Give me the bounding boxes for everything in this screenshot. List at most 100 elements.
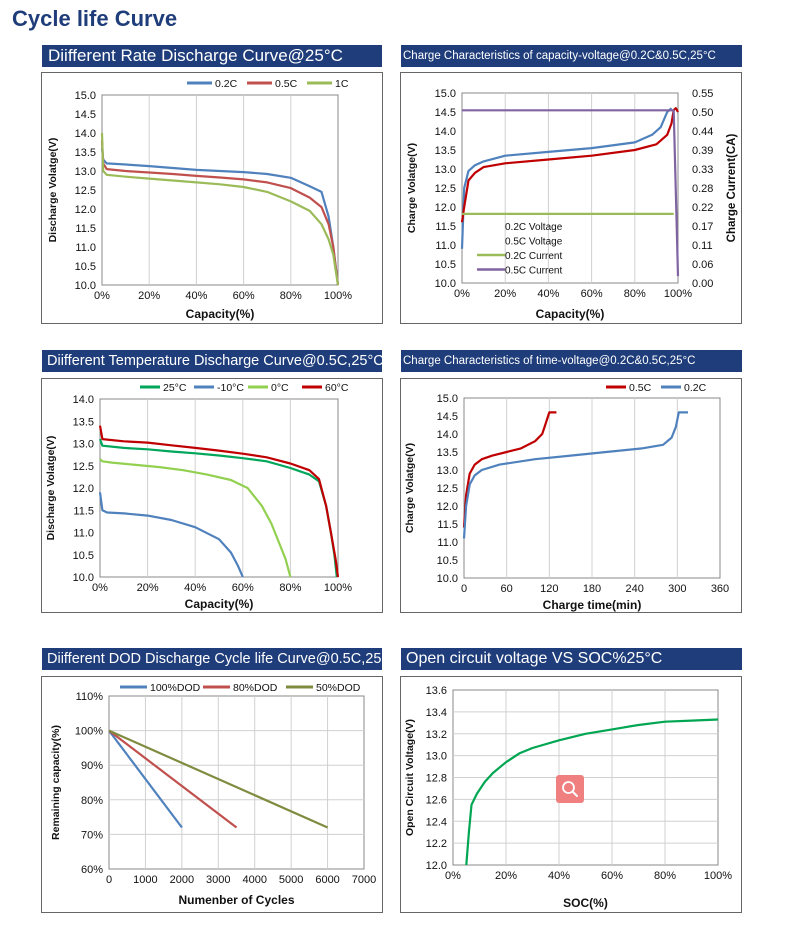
series-line-50-dod bbox=[108, 729, 329, 829]
banner-ocv-soc: Open circuit voltage VS SOC%25°C bbox=[401, 648, 742, 670]
page-title: Cycle life Curve bbox=[12, 6, 178, 31]
y-tick-label: 15.0 bbox=[435, 88, 456, 100]
search-icon bbox=[562, 781, 578, 797]
x-tick-label: 300 bbox=[668, 583, 686, 595]
y-tick-label: 14.0 bbox=[435, 126, 456, 138]
y-tick-label: 15.0 bbox=[437, 393, 458, 405]
chart-rate-discharge: 0% 20% 40% 60% 80% 100% 10.0 10.5 11.0 11.5 12.0 12… bbox=[47, 78, 352, 321]
x-tick-label: 180 bbox=[583, 583, 601, 595]
x-tick-label: 60% bbox=[233, 290, 255, 302]
x-axis-label: SOC(%) bbox=[563, 896, 608, 910]
legend-label: 0.2C bbox=[684, 382, 707, 394]
y-tick-label: 14.0 bbox=[73, 394, 94, 406]
chart-title: Open circuit voltage VS SOC%25°C bbox=[406, 650, 663, 667]
series-line-0-c bbox=[99, 458, 292, 578]
x-tick-label: 0% bbox=[445, 870, 461, 882]
x-axis-label: Capacity(%) bbox=[536, 307, 605, 321]
plot-area bbox=[461, 92, 679, 284]
y-axis-label: Open Circuit Voltage(V) bbox=[404, 719, 416, 836]
chart-temperature-discharge: 0% 20% 40% 60% 80% 100% 10.0 10.5 11.0 11.5 12.0 12… bbox=[45, 382, 352, 611]
chart-title: Diifferent Temperature Discharge Curve@0… bbox=[47, 353, 382, 369]
x-tick-label: 6000 bbox=[315, 874, 339, 886]
chart-title: Diifferent Rate Discharge Curve@25°C bbox=[48, 46, 343, 65]
zoom-button[interactable] bbox=[556, 775, 584, 803]
x-tick-label: 60% bbox=[581, 288, 603, 300]
y-tick-label: 14.5 bbox=[437, 411, 458, 423]
x-tick-label: 4000 bbox=[242, 874, 266, 886]
chart-title: Charge Characteristics of capacity-volta… bbox=[403, 50, 716, 62]
chart-capacity-voltage: 0% 20% 40% 60% 80% 100% 10.0 10.5 11.0 11.5 12.0 12… bbox=[406, 88, 738, 321]
y-tick-label: 10.0 bbox=[73, 572, 94, 584]
plot-area bbox=[108, 695, 365, 870]
y-right-tick-label: 0.55 bbox=[692, 88, 713, 100]
x-tick-label: 0 bbox=[461, 583, 467, 595]
legend-label: 0.2C Voltage bbox=[505, 222, 563, 233]
y-axis-label: Discharge Volatge(V) bbox=[47, 138, 59, 243]
legend-label: 0°C bbox=[271, 382, 289, 394]
y-tick-label: 13.5 bbox=[435, 145, 456, 157]
y-tick-label: 13.6 bbox=[426, 685, 447, 697]
y-tick-label: 13.0 bbox=[437, 465, 458, 477]
y-tick-label: 11.0 bbox=[435, 240, 456, 252]
x-tick-label: 60% bbox=[232, 582, 254, 594]
x-tick-label: 7000 bbox=[352, 874, 376, 886]
legend-label: 80%DOD bbox=[233, 682, 278, 694]
y-tick-label: 12.0 bbox=[73, 483, 94, 495]
series-line-0-5c bbox=[100, 140, 340, 286]
x-tick-label: 100% bbox=[324, 582, 352, 594]
y-right-tick-label: 0.39 bbox=[692, 145, 713, 157]
legend-label: 0.5C Current bbox=[505, 266, 562, 277]
legend-label: 100%DOD bbox=[150, 682, 201, 694]
x-tick-label: 100% bbox=[704, 870, 732, 882]
y-right-tick-label: 0.11 bbox=[692, 240, 713, 252]
y-tick-label: 12.2 bbox=[426, 838, 447, 850]
y-right-tick-label: 0.00 bbox=[692, 278, 713, 290]
y-tick-label: 13.0 bbox=[75, 166, 96, 178]
x-tick-label: 40% bbox=[185, 290, 207, 302]
chart-time-voltage: 0 60 120 180 240 300 360 10.0 10.5 11.0 11.5 12.0 12… bbox=[404, 382, 729, 612]
y-right-tick-label: 0.28 bbox=[692, 183, 713, 195]
banner-time-voltage: Charge Characteristics of time-voltage@0… bbox=[401, 350, 742, 372]
y-tick-label: 12.8 bbox=[426, 773, 447, 785]
series-line-0-5c-current bbox=[462, 109, 680, 277]
legend-label: 60°C bbox=[325, 382, 349, 394]
y-tick-label: 12.5 bbox=[435, 183, 456, 195]
x-tick-label: 20% bbox=[495, 870, 517, 882]
chart-title: Diifferent DOD Discharge Cycle life Curv… bbox=[47, 651, 382, 667]
legend-label: 50%DOD bbox=[316, 682, 361, 694]
legend-label: 0.5C bbox=[275, 78, 298, 90]
y-tick-label: 11.5 bbox=[75, 223, 96, 235]
plot-area bbox=[99, 398, 339, 578]
x-axis-label: Numenber of Cycles bbox=[178, 893, 294, 907]
x-tick-label: 0% bbox=[454, 288, 470, 300]
legend-label: -10°C bbox=[217, 382, 244, 394]
x-tick-label: 80% bbox=[624, 288, 646, 300]
y-tick-label: 90% bbox=[81, 760, 103, 772]
x-tick-label: 1000 bbox=[133, 874, 157, 886]
x-tick-label: 80% bbox=[280, 290, 302, 302]
y-tick-label: 14.5 bbox=[435, 107, 456, 119]
y-tick-label: 13.0 bbox=[426, 751, 447, 763]
y-tick-label: 12.6 bbox=[426, 794, 447, 806]
chart-title: Charge Characteristics of time-voltage@0… bbox=[403, 355, 696, 367]
y-tick-label: 11.5 bbox=[73, 505, 94, 517]
y-axis-label: Charge Volatge(V) bbox=[404, 443, 416, 533]
chart-panel-time-voltage: 0 60 120 180 240 300 360 10.0 10.5 11.0 11.5 12.0 12… bbox=[400, 378, 742, 613]
y-tick-label: 15.0 bbox=[75, 90, 96, 102]
y-tick-label: 10.0 bbox=[437, 573, 458, 585]
legend-label: 1C bbox=[335, 78, 349, 90]
x-tick-label: 0% bbox=[94, 290, 110, 302]
legend-label: 25°C bbox=[163, 382, 187, 394]
series-line-0-2c-voltage bbox=[460, 107, 673, 249]
y-tick-label: 11.0 bbox=[73, 528, 94, 540]
y-tick-label: 13.0 bbox=[73, 439, 94, 451]
x-tick-label: 60 bbox=[501, 583, 513, 595]
series-line bbox=[465, 718, 719, 866]
y-axis-label: Discharge Volatge(V) bbox=[45, 436, 57, 541]
x-tick-label: 3000 bbox=[206, 874, 230, 886]
x-tick-label: 40% bbox=[184, 582, 206, 594]
y-tick-label: 80% bbox=[81, 795, 103, 807]
y-tick-label: 10.5 bbox=[73, 550, 94, 562]
y-tick-label: 11.5 bbox=[437, 519, 458, 531]
y-tick-label: 13.0 bbox=[435, 164, 456, 176]
